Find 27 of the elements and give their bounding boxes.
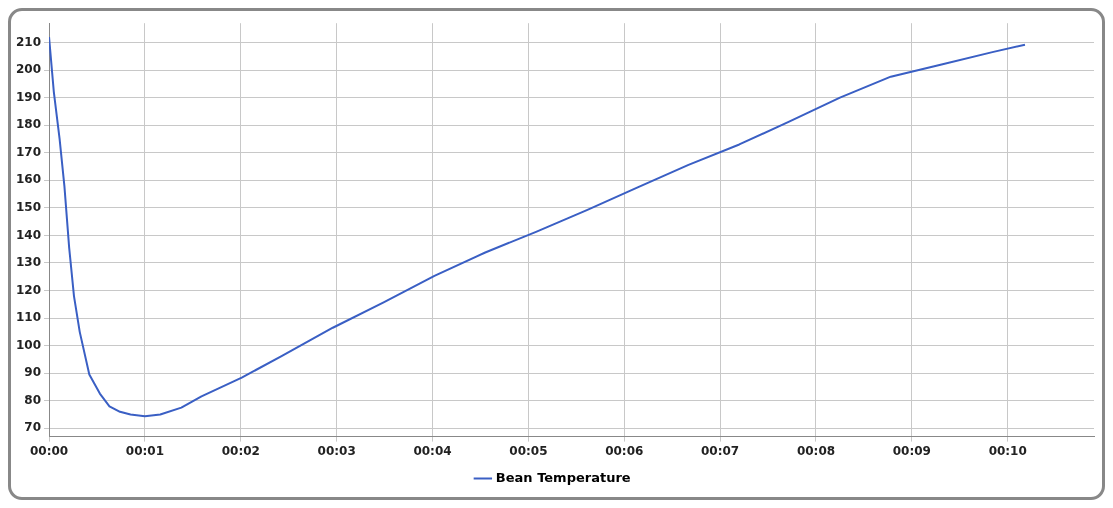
y-tick-label: 200	[15, 62, 42, 77]
x-tick-label: 00:06	[605, 443, 644, 458]
y-tick-label: 190	[15, 89, 42, 104]
x-tick-label: 00:04	[413, 443, 452, 458]
y-tick-label: 100	[15, 337, 42, 352]
x-tick-label: 00:08	[796, 443, 836, 458]
x-tick-label: 00:01	[125, 443, 165, 458]
y-tick-label: 80	[24, 392, 42, 407]
x-tick-label: 00:07	[701, 443, 740, 458]
y-tick-label: 130	[15, 255, 42, 270]
y-tick-label: 70	[24, 420, 42, 435]
y-tick-label: 110	[15, 310, 42, 325]
x-tick-label: 00:10	[988, 443, 1027, 458]
x-tick-label: 00:05	[509, 443, 548, 458]
y-tick-label: 210	[15, 34, 42, 49]
y-tick-label: 180	[15, 117, 42, 132]
x-tick-label: 00:02	[221, 443, 260, 458]
legend-label: Bean Temperature	[495, 469, 631, 485]
x-tick-label: 00:03	[317, 443, 356, 458]
y-tick-label: 120	[15, 282, 42, 297]
y-tick-label: 170	[15, 144, 42, 159]
y-tick-label: 140	[15, 227, 42, 242]
x-tick-label: 00:09	[892, 443, 931, 458]
y-tick-label: 150	[15, 199, 42, 214]
y-tick-label: 160	[15, 172, 42, 187]
x-tick-label: 00:00	[29, 443, 69, 458]
y-tick-label: 90	[24, 365, 42, 380]
